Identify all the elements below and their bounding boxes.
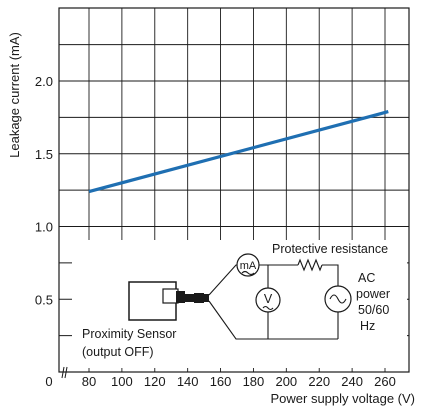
wire-bottom — [208, 300, 338, 340]
ac-wave-icon — [329, 294, 347, 304]
ac-power-label: AC power 50/60 Hz — [356, 271, 390, 333]
y-tick-label-2: 2.0 — [35, 74, 53, 89]
ac-power-label-line-4: Hz — [360, 319, 375, 333]
x-tick-label-160: 160 — [210, 374, 232, 389]
x-tick-label-120: 120 — [144, 374, 166, 389]
x-tick-label-240: 240 — [341, 374, 363, 389]
y-tick-label-1-5: 1.5 — [35, 147, 53, 162]
x-axis-label: Power supply voltage (V) — [270, 391, 415, 406]
wire-resistor-to-source — [322, 264, 339, 286]
data-layer — [88, 110, 389, 194]
milliammeter-symbol — [236, 253, 260, 277]
measurement-circuit-diagram: mA V Protective resistance Proximity Sen… — [72, 240, 407, 368]
voltmeter-symbol — [255, 287, 281, 313]
y-axis-label: Leakage current (mA) — [7, 32, 22, 158]
resistor-symbol — [297, 258, 323, 272]
ac-power-label-line-1: AC — [358, 271, 375, 285]
ac-power-label-line-2: power — [356, 287, 390, 301]
x-tick-labels: 80 100 120 140 160 180 200 220 240 260 — [82, 374, 396, 389]
x-tick-label-180: 180 — [243, 374, 265, 389]
x-origin-label: 0 — [45, 374, 52, 389]
x-tick-label-200: 200 — [275, 374, 297, 389]
plot-frame — [58, 7, 410, 373]
y-tick-label-1: 1.0 — [35, 220, 53, 235]
x-tick-label-220: 220 — [308, 374, 330, 389]
sensor-label-line1: Proximity Sensor — [82, 327, 176, 341]
x-tick-label-80: 80 — [82, 374, 96, 389]
proximity-sensor — [128, 281, 209, 321]
y-tick-label-0-5: 0.5 — [35, 292, 53, 307]
voltmeter-letter: V — [264, 292, 273, 306]
ac-power-label-line-3: 50/60 — [358, 303, 389, 317]
x-tick-label-140: 140 — [177, 374, 199, 389]
series-line-0 — [88, 110, 389, 194]
protective-resistance-label: Protective resistance — [272, 242, 388, 256]
x-tick-label-100: 100 — [111, 374, 133, 389]
x-tick-label-260: 260 — [374, 374, 396, 389]
y-tick-labels: 0.5 1.0 1.5 2.0 — [35, 74, 53, 307]
sensor-label-line2: (output OFF) — [82, 345, 154, 359]
axis-break-mark — [61, 366, 68, 379]
milliammeter-label: mA — [240, 260, 257, 272]
